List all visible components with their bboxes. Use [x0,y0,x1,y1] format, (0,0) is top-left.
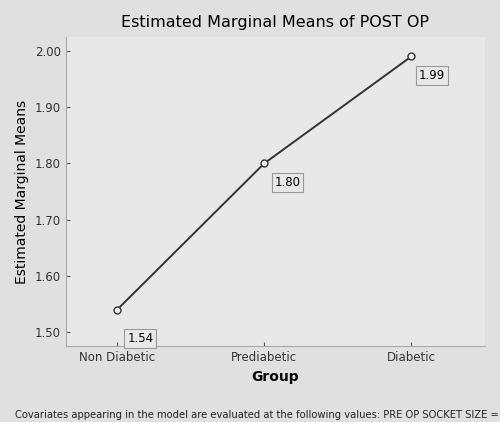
Y-axis label: Estimated Marginal Means: Estimated Marginal Means [15,100,29,284]
Text: 1.99: 1.99 [419,69,445,82]
Title: Estimated Marginal Means of POST OP: Estimated Marginal Means of POST OP [122,15,430,30]
Text: 1.80: 1.80 [274,176,300,189]
Text: 1.54: 1.54 [128,332,154,345]
X-axis label: Group: Group [252,370,299,384]
Text: Covariates appearing in the model are evaluated at the following values: PRE OP : Covariates appearing in the model are ev… [15,410,500,420]
